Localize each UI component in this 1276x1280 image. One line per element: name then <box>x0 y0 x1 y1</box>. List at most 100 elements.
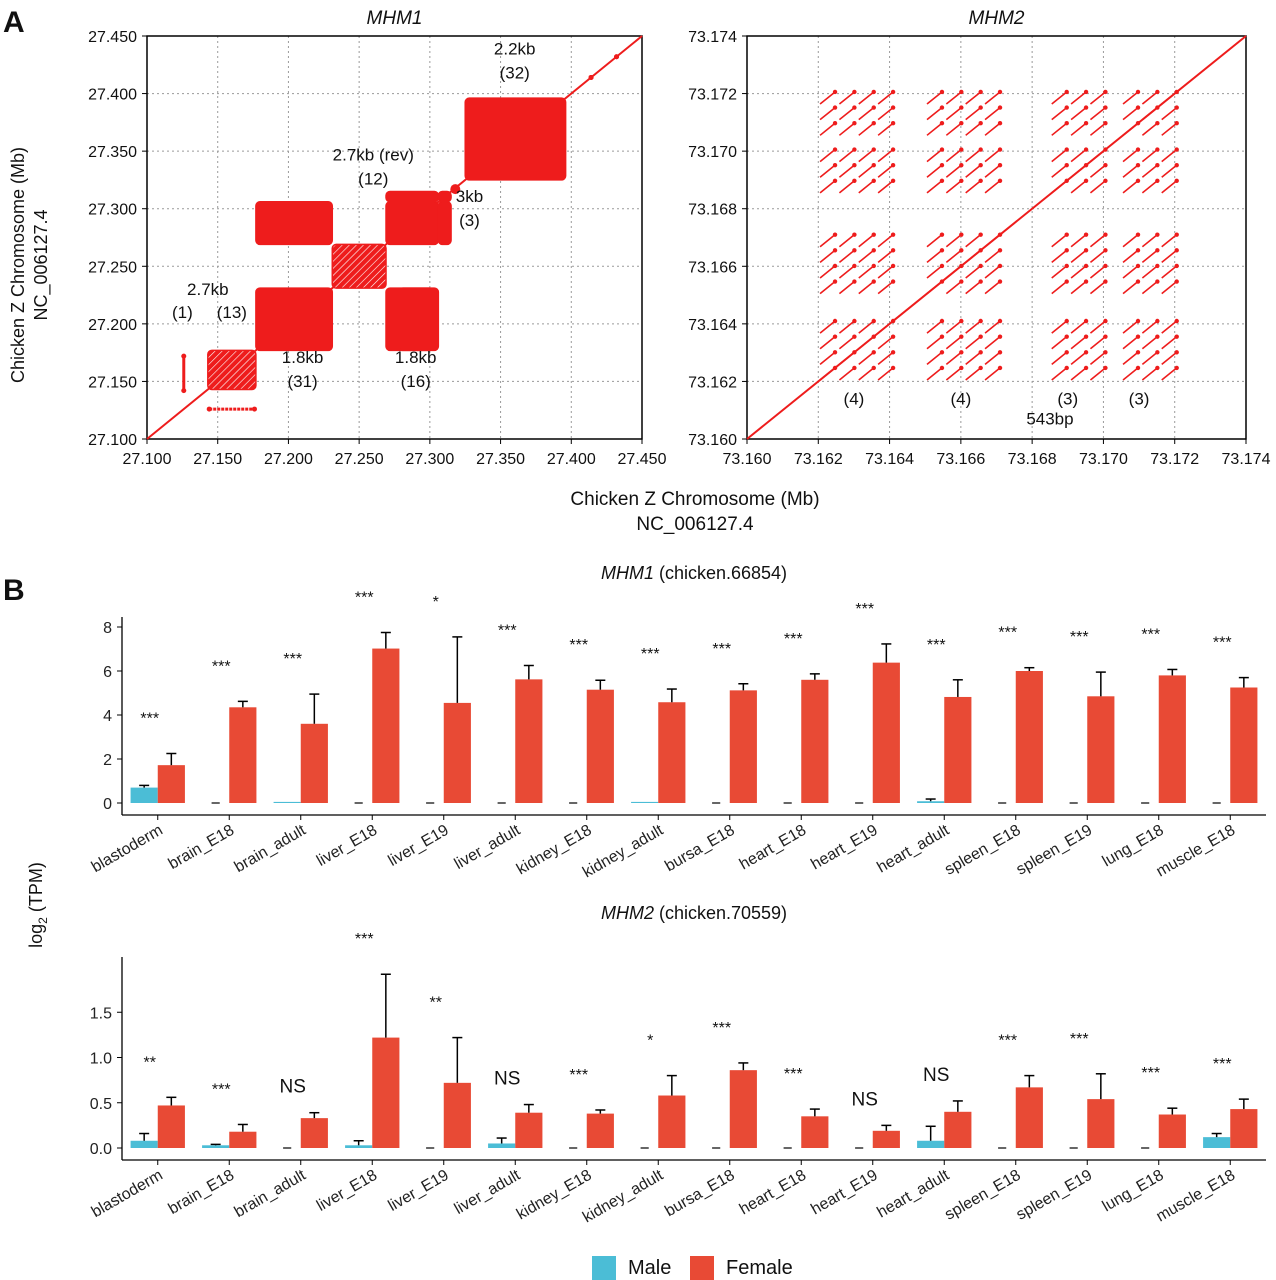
repeat-endpoint <box>890 365 896 371</box>
x-tick-label: spleen_E19 <box>1014 1167 1096 1224</box>
repeat-endpoint <box>1174 232 1179 237</box>
repeat-endpoint <box>997 162 1003 168</box>
repeat-segment <box>1141 106 1158 121</box>
repeat-segment <box>984 336 1001 350</box>
repeat-segment <box>1070 249 1087 263</box>
repeat-endpoint <box>832 263 838 269</box>
repeat-endpoint <box>939 248 945 253</box>
x-tick-label: muscle_E18 <box>1153 822 1238 881</box>
y-tick-label: 73.170 <box>688 144 737 161</box>
repeat-endpoint <box>939 105 945 110</box>
repeat-endpoint <box>1174 263 1179 269</box>
dotplot-xlabel2: NC_006127.4 <box>636 514 754 535</box>
repeat-endpoint <box>1174 147 1179 152</box>
significance-label: *** <box>927 637 946 654</box>
repeat-segment <box>945 122 962 136</box>
dotplot-annotation: (13) <box>217 303 247 322</box>
repeat-segment <box>1051 249 1068 263</box>
x-tick-label: 73.166 <box>936 451 985 468</box>
repeat-endpoint <box>871 232 876 237</box>
repeat-segment <box>1161 265 1178 279</box>
x-tick-label: brain_adult <box>232 1166 310 1221</box>
repeat-segment <box>1089 320 1106 334</box>
panel-label-a: A <box>3 6 25 39</box>
bar-male <box>488 1143 516 1148</box>
repeat-segment <box>819 280 836 295</box>
repeat-endpoint <box>1064 279 1069 284</box>
repeat-segment <box>1141 367 1158 381</box>
dotplot-annotation: (31) <box>287 372 317 391</box>
repeat-segment <box>965 91 982 105</box>
repeat-endpoint <box>959 248 964 253</box>
significance-label: *** <box>212 658 231 675</box>
repeat-endpoint <box>1174 279 1179 284</box>
repeat-endpoint <box>871 248 876 253</box>
repeat-segment <box>1161 91 1178 105</box>
repeat-segment <box>1122 249 1139 263</box>
repeat-segment <box>984 249 1001 263</box>
repeat-endpoint <box>1064 365 1069 371</box>
repeat-segment <box>1089 336 1106 350</box>
repeat-segment <box>1089 367 1106 381</box>
repeat-endpoint <box>1103 178 1108 183</box>
repeat-segment <box>965 320 982 334</box>
repeat-segment <box>858 249 875 263</box>
repeat-segment <box>1070 148 1087 163</box>
repeat-endpoint <box>1155 263 1160 269</box>
x-tick-label: brain_adult <box>232 821 310 876</box>
significance-label: NS <box>494 1069 520 1090</box>
bar-female <box>658 702 686 803</box>
repeat-block <box>255 201 334 246</box>
repeat-segment <box>858 234 875 248</box>
y-tick-label: 27.450 <box>88 29 137 46</box>
y-tick-label: 8 <box>103 620 112 637</box>
repeat-segment <box>1070 280 1087 295</box>
significance-label: * <box>433 594 439 611</box>
dotplot-ylabel2: NC_006127.4 <box>31 209 52 320</box>
repeat-block <box>437 201 452 246</box>
repeat-segment <box>1070 234 1087 248</box>
repeat-segment <box>819 320 836 334</box>
repeat-endpoint <box>1135 105 1141 110</box>
repeat-endpoint <box>959 105 964 110</box>
repeat-segment <box>945 234 962 248</box>
dotplot-annotation: (3) <box>459 211 480 230</box>
repeat-endpoint <box>959 121 964 126</box>
repeat-segment <box>1070 106 1087 121</box>
repeat-endpoint <box>997 232 1003 237</box>
repeat-endpoint <box>871 263 876 269</box>
repeat-segment <box>858 367 875 381</box>
repeat-endpoint <box>832 232 838 237</box>
repeat-segment <box>965 164 982 178</box>
repeat-segment <box>1161 164 1178 178</box>
repeat-segment <box>945 249 962 263</box>
repeat-segment <box>965 106 982 121</box>
repeat-segment <box>1122 122 1139 136</box>
repeat-endpoint <box>959 232 964 237</box>
bar-female <box>1230 1109 1258 1148</box>
repeat-segment <box>965 180 982 194</box>
legend: Male Female <box>592 1256 793 1280</box>
bar-female <box>1015 671 1043 803</box>
legend-swatch-male <box>592 1256 616 1280</box>
repeat-segment <box>1070 122 1087 136</box>
repeat-endpoint <box>939 365 945 371</box>
repeat-endpoint <box>1083 263 1089 269</box>
bar-female <box>1087 696 1115 803</box>
repeat-endpoint <box>978 121 983 126</box>
repeat-endpoint <box>959 89 964 95</box>
repeat-segment <box>1070 180 1087 194</box>
repeat-segment <box>877 265 894 279</box>
x-tick-label: 73.164 <box>865 451 914 468</box>
repeat-endpoint <box>1083 105 1089 110</box>
repeat-endpoint <box>1135 263 1141 269</box>
significance-label: *** <box>355 931 374 948</box>
dotplot-annotation: 3kb <box>456 187 483 206</box>
bar-female <box>443 1082 471 1148</box>
repeat-endpoint <box>1064 162 1069 168</box>
repeat-endpoint <box>1103 365 1108 371</box>
repeat-segment <box>1070 336 1087 350</box>
repeat-segment <box>1122 164 1139 178</box>
x-tick-label: spleen_E18 <box>942 1167 1024 1224</box>
repeat-endpoint <box>959 263 964 269</box>
